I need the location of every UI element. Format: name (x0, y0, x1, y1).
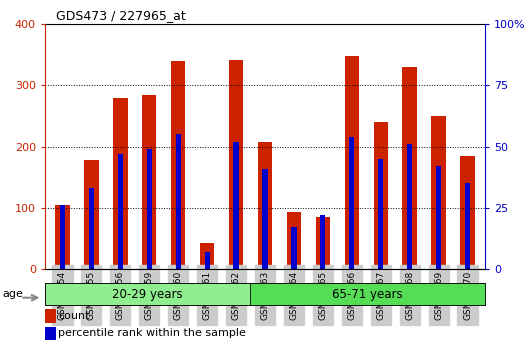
Bar (344, 56, 359, 269)
Bar (45, 283, 250, 305)
Text: 65-71 years: 65-71 years (332, 288, 403, 300)
Text: count: count (58, 311, 90, 321)
Bar (147, 149, 152, 269)
Bar (200, 243, 214, 269)
Bar (436, 166, 441, 269)
Bar (402, 67, 417, 269)
Bar (262, 169, 268, 269)
Bar (258, 142, 272, 269)
Bar (320, 215, 325, 269)
Bar (374, 122, 388, 269)
Bar (316, 217, 330, 269)
Bar (287, 212, 301, 269)
Bar (55, 205, 69, 269)
Text: age: age (3, 289, 23, 299)
Bar (205, 252, 210, 269)
Bar (84, 160, 99, 269)
Bar (113, 98, 128, 269)
Bar (349, 137, 355, 269)
Bar (142, 95, 156, 269)
Bar (233, 142, 238, 269)
Bar (175, 134, 181, 269)
Bar (378, 159, 383, 269)
Text: percentile rank within the sample: percentile rank within the sample (58, 328, 246, 338)
Bar (118, 154, 123, 269)
Bar (250, 283, 485, 305)
Text: 20-29 years: 20-29 years (112, 288, 183, 300)
Bar (89, 188, 94, 269)
Bar (465, 183, 470, 269)
Bar (229, 60, 243, 269)
Bar (461, 156, 475, 269)
Bar (171, 61, 185, 269)
Bar (45, 327, 56, 340)
Bar (60, 205, 65, 269)
Bar (407, 144, 412, 269)
Bar (292, 227, 297, 269)
Bar (45, 309, 56, 323)
Bar (431, 116, 446, 269)
Text: GDS473 / 227965_at: GDS473 / 227965_at (56, 9, 186, 22)
